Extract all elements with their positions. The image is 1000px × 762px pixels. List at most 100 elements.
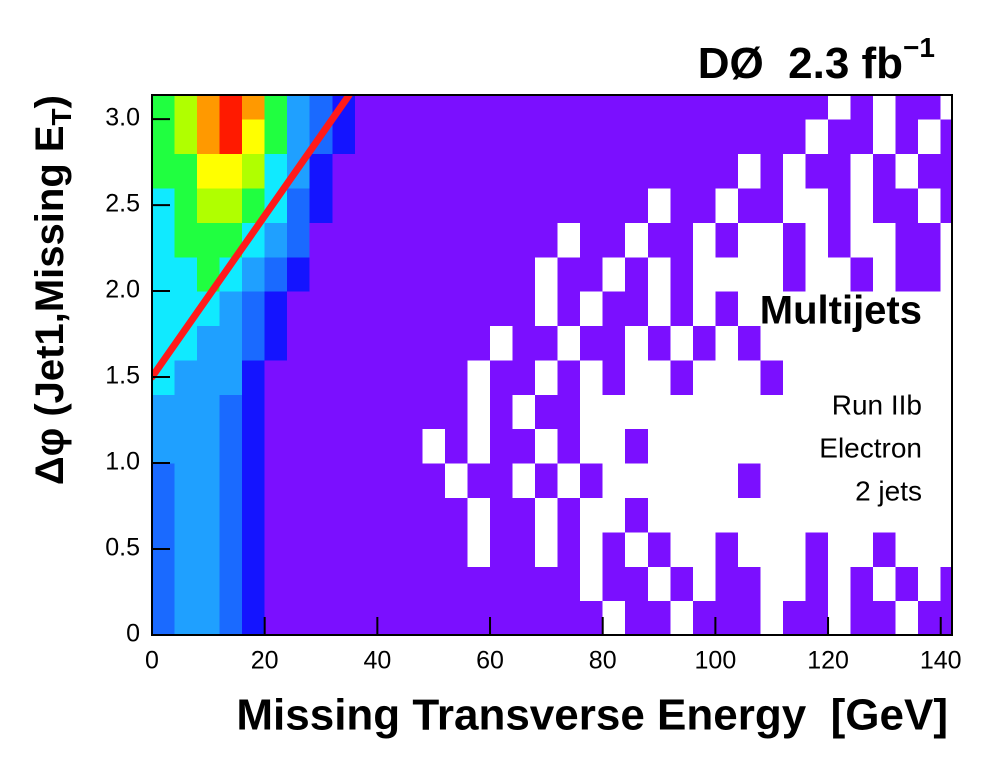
heatmap-cell [174, 153, 198, 189]
heatmap-cell [760, 325, 784, 361]
heatmap-cell [625, 463, 649, 499]
heatmap-cell [309, 291, 333, 327]
heatmap-cell [354, 428, 378, 464]
heatmap-cell [625, 119, 649, 155]
heatmap-cell [399, 153, 424, 189]
heatmap-cell [399, 359, 424, 395]
heatmap-cell [287, 600, 311, 635]
heatmap-cell [602, 153, 626, 189]
heatmap-cell [760, 153, 784, 189]
heatmap-cell [805, 566, 829, 602]
heatmap-cell [692, 428, 716, 464]
heatmap-cell [895, 566, 919, 602]
heatmap-cell [174, 187, 198, 223]
heatmap-cell [242, 600, 266, 635]
heatmap-cell [264, 256, 288, 292]
heatmap-cell [873, 187, 897, 223]
heatmap-cell [873, 95, 897, 120]
heatmap-cell [535, 566, 559, 602]
heatmap-cell [760, 256, 784, 292]
heatmap-cell [873, 428, 897, 464]
heatmap-cell [512, 531, 536, 567]
heatmap-cell [152, 394, 176, 430]
heatmap-cell [737, 119, 762, 155]
heatmap-cell [760, 187, 784, 223]
heatmap-cell [850, 359, 874, 395]
heatmap-cell [828, 531, 852, 567]
heatmap-cell [805, 153, 829, 189]
heatmap-cell [197, 600, 221, 635]
heatmap-cell [490, 394, 514, 430]
heatmap-cell [287, 95, 311, 120]
heatmap-cell [940, 119, 952, 155]
heatmap-cell [850, 394, 874, 430]
heatmap-cell [399, 291, 424, 327]
heatmap-cell [354, 497, 378, 533]
heatmap-cell [309, 222, 333, 258]
heatmap-cell [602, 463, 626, 499]
annotation: Multijets [760, 289, 922, 333]
heatmap-cell [242, 95, 266, 120]
heatmap-cell [895, 119, 919, 155]
heatmap-cell [309, 497, 333, 533]
x-tick-label: 0 [145, 647, 159, 675]
heatmap-cell [287, 566, 311, 602]
heatmap-cell [602, 497, 626, 533]
heatmap-cell [918, 95, 942, 120]
heatmap-cell [670, 531, 694, 567]
heatmap-cell [377, 325, 401, 361]
heatmap-cell [467, 428, 491, 464]
heatmap-cell [512, 566, 536, 602]
heatmap-cell [422, 95, 446, 120]
heatmap-cell [580, 256, 604, 292]
heatmap-cell [873, 359, 897, 395]
heatmap-cell [332, 359, 356, 395]
heatmap-cell [174, 428, 198, 464]
heatmap-cell [805, 187, 829, 223]
heatmap-cell [535, 394, 559, 430]
heatmap-cell [332, 325, 356, 361]
heatmap-cell [850, 291, 874, 327]
y-label-text: Δφ (Jet1,Missing E [28, 125, 72, 485]
heatmap-cell [512, 119, 536, 155]
heatmap-cell [512, 394, 536, 430]
heatmap-cell [219, 497, 243, 533]
heatmap-cell [625, 95, 649, 120]
heatmap-cell [580, 187, 604, 223]
heatmap-cell [895, 256, 919, 292]
heatmap-cell [490, 566, 514, 602]
heatmap-cell [332, 256, 356, 292]
heatmap-cell [647, 256, 671, 292]
y-tick-label: 3.0 [105, 104, 140, 132]
heatmap-cell [782, 119, 807, 155]
heatmap-cell [467, 222, 491, 258]
heatmap-cell [737, 600, 762, 635]
heatmap-cell [625, 187, 649, 223]
heatmap-cell [377, 153, 401, 189]
axes: 0 20 40 60 80 100 120 140 0 0.5 1.0 1.5 2.0 2.5 3.0 [105, 104, 961, 675]
heatmap-cell [760, 531, 784, 567]
heatmap-cell [399, 463, 424, 499]
heatmap-cell [174, 222, 198, 258]
heatmap-cell [625, 256, 649, 292]
heatmap-cell [467, 463, 491, 499]
heatmap-cell [670, 256, 694, 292]
heatmap-cell [760, 95, 784, 120]
heatmap-cell [242, 119, 266, 155]
heatmap-cell [692, 153, 716, 189]
heatmap-cell [625, 359, 649, 395]
heatmap-cell [535, 531, 559, 567]
heatmap-cell [444, 428, 469, 464]
heatmap-cell [557, 359, 581, 395]
heatmap-cell [490, 531, 514, 567]
heatmap-cell [197, 359, 221, 395]
heatmap-cell [535, 256, 559, 292]
heatmap-cell [399, 325, 424, 361]
heatmap-cell [422, 428, 446, 464]
heatmap-cell [444, 256, 469, 292]
heatmap-cell [850, 325, 874, 361]
heatmap-cell [805, 291, 829, 327]
heatmap-cell [670, 566, 694, 602]
heatmap-cell [467, 95, 491, 120]
heatmap-cell [377, 119, 401, 155]
